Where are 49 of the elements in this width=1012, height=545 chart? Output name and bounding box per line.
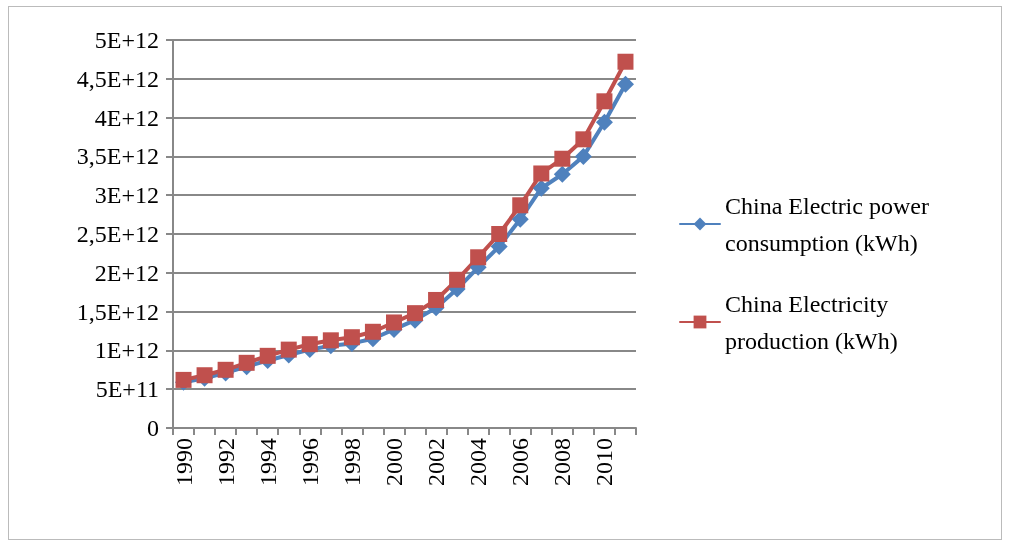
point	[616, 75, 634, 93]
x-tick-label: 1990	[170, 438, 197, 486]
point	[259, 347, 276, 364]
y-tick-label: 5E+12	[94, 27, 159, 53]
point	[238, 354, 255, 371]
x-tick-label: 2006	[507, 438, 534, 486]
point	[343, 329, 360, 346]
point	[364, 323, 381, 340]
point	[301, 336, 318, 353]
x-tick-label: 1994	[254, 438, 281, 486]
point	[491, 226, 508, 242]
y-tick-label: 3E+12	[94, 182, 159, 209]
point	[407, 305, 424, 322]
y-tick-label: 2E+12	[94, 259, 159, 286]
point	[428, 291, 445, 308]
point	[280, 341, 297, 358]
x-tick-label: 2002	[423, 438, 450, 486]
point	[553, 165, 571, 183]
x-tick-label: 1998	[338, 438, 365, 486]
legend-label: China Electric power consumption (kWh)	[725, 192, 935, 256]
x-tick-label: 2004	[465, 438, 492, 486]
point	[595, 113, 613, 131]
y-tick-label: 4E+12	[94, 104, 159, 131]
y-tick-label: 1E+12	[94, 337, 159, 364]
legend-label: China Electricity production (kWh)	[725, 290, 898, 354]
y-tick-label: 1,5E+12	[76, 298, 159, 325]
point	[512, 197, 529, 214]
point	[574, 147, 592, 165]
y-tick-label: 2,5E+12	[76, 221, 159, 247]
point	[322, 332, 339, 349]
y-tick-label: 4,5E+12	[76, 65, 159, 92]
point	[217, 361, 234, 378]
point	[532, 179, 550, 197]
x-tick-label: 2008	[549, 438, 576, 486]
point	[617, 53, 634, 70]
x-tick-label: 1996	[296, 438, 323, 486]
x-tick-label: 2010	[591, 438, 618, 486]
point	[596, 93, 613, 110]
x-tick-label: 2000	[380, 438, 407, 486]
y-tick-label: 3,5E+12	[76, 143, 159, 170]
point	[385, 314, 402, 331]
point	[470, 249, 487, 266]
point	[575, 131, 592, 148]
point	[449, 271, 466, 288]
x-tick-label: 1992	[212, 438, 239, 486]
y-tick-label: 5E+11	[95, 376, 159, 403]
point	[533, 165, 550, 182]
y-tick-label: 0	[147, 415, 159, 441]
point	[554, 150, 571, 167]
